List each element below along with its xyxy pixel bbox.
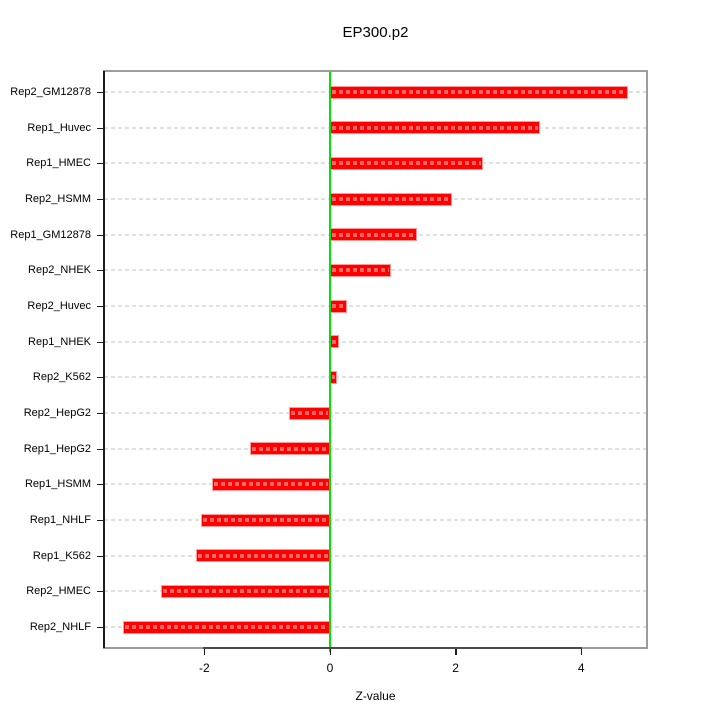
bar-dash-pattern (332, 197, 450, 201)
x-axis-tick-label: 0 (326, 661, 334, 675)
x-axis-tick-label: 2 (452, 661, 459, 675)
y-axis-category-label: Rep2_Huvec (27, 300, 91, 313)
bar-dash-pattern (332, 90, 626, 94)
y-axis-tick (97, 270, 104, 272)
y-axis-category-label: Rep2_NHEK (28, 264, 91, 277)
bar-dash-pattern (332, 304, 345, 309)
bar-Rep1_Huvec (330, 121, 540, 135)
y-axis-category-label: Rep2_HSMM (24, 193, 91, 205)
bar-Rep2_HepG2 (289, 406, 330, 420)
gridline (104, 554, 647, 557)
y-axis-category-label: Rep1_HepG2 (23, 442, 91, 455)
bar-Rep1_NHEK (330, 335, 339, 349)
y-axis-category-label: Rep1_HSMM (24, 478, 91, 491)
y-axis-category-label: Rep2_NHLF (29, 621, 91, 634)
bar-Rep2_NHLF (123, 620, 330, 634)
x-axis-tick (455, 649, 457, 655)
y-axis-tick (97, 341, 104, 343)
x-axis-line (203, 647, 583, 649)
chart-title: EP300.p2 (342, 24, 409, 41)
bar-dash-pattern (332, 232, 415, 237)
bar-Rep1_HepG2 (250, 442, 330, 456)
y-axis-tick (97, 377, 104, 379)
bar-Rep2_K562 (330, 370, 337, 384)
bar-dash-pattern (198, 553, 328, 558)
bar-dash-pattern (213, 482, 328, 487)
y-axis-tick (97, 199, 104, 200)
zero-reference-line (329, 71, 331, 652)
y-axis-tick (97, 413, 104, 415)
bar-Rep1_K562 (196, 549, 330, 563)
y-axis-category-label: Rep2_GM12878 (10, 86, 91, 98)
bar-Rep1_HMEC (330, 156, 483, 170)
gridline (104, 483, 647, 486)
x-axis-tick (580, 649, 583, 655)
y-axis-tick (97, 484, 104, 486)
y-axis-tick (97, 306, 104, 308)
x-axis-tick (203, 649, 206, 655)
bar-Rep1_NHLF (201, 513, 330, 527)
bar-Rep2_NHEK (330, 263, 391, 277)
bar-Rep2_GM12878 (330, 85, 628, 99)
gridline (104, 340, 647, 343)
y-axis-line (103, 71, 105, 648)
x-axis-tick-label: -2 (199, 661, 210, 675)
bar-Rep2_HMEC (161, 584, 330, 598)
gridline (104, 590, 647, 593)
y-axis-tick (97, 234, 104, 236)
gridline (104, 626, 647, 629)
y-axis-category-label: Rep1_NHEK (28, 335, 91, 348)
bar-dash-pattern (291, 411, 328, 416)
gridline (104, 305, 647, 308)
y-axis-tick (97, 448, 104, 450)
y-axis-tick (97, 520, 104, 522)
x-axis-label: Z-value (355, 689, 396, 703)
bar-dash-pattern (332, 268, 389, 273)
y-axis-category-label: Rep1_Huvec (27, 121, 91, 134)
bar-dash-pattern (203, 518, 328, 523)
y-axis-category-label: Rep1_HMEC (26, 157, 91, 170)
bar-dash-pattern (332, 339, 337, 344)
y-axis-category-label: Rep1_K562 (32, 549, 91, 562)
bar-dash-pattern (332, 125, 538, 130)
y-axis-category-label: Rep2_K562 (32, 371, 91, 384)
bar-Rep2_HSMM (330, 192, 452, 206)
y-axis-tick (97, 163, 104, 165)
bar-Rep2_Huvec (330, 299, 347, 313)
gridline (104, 519, 647, 522)
bar-Rep1_GM12878 (330, 228, 417, 242)
y-axis-tick (97, 555, 104, 557)
y-axis-tick (97, 92, 104, 93)
y-axis-tick (97, 627, 104, 629)
y-axis-category-label: Rep1_GM12878 (10, 228, 91, 241)
y-axis-category-label: Rep2_HMEC (26, 585, 91, 598)
bar-dash-pattern (332, 375, 335, 380)
bar-dash-pattern (125, 625, 328, 630)
bar-dash-pattern (163, 589, 328, 594)
gridline (104, 376, 647, 379)
bar-dash-pattern (252, 446, 328, 451)
x-axis-tick (329, 649, 331, 655)
y-axis-category-label: Rep2_HepG2 (23, 407, 91, 420)
y-axis-tick (97, 591, 104, 593)
gridline (104, 412, 647, 415)
gridline (104, 447, 647, 450)
y-axis-category-label: Rep1_NHLF (29, 514, 91, 527)
bar-Rep1_HSMM (211, 477, 330, 491)
x-axis-tick-label: 4 (577, 661, 585, 675)
bar-dash-pattern (332, 161, 481, 166)
y-axis-tick (97, 127, 104, 129)
